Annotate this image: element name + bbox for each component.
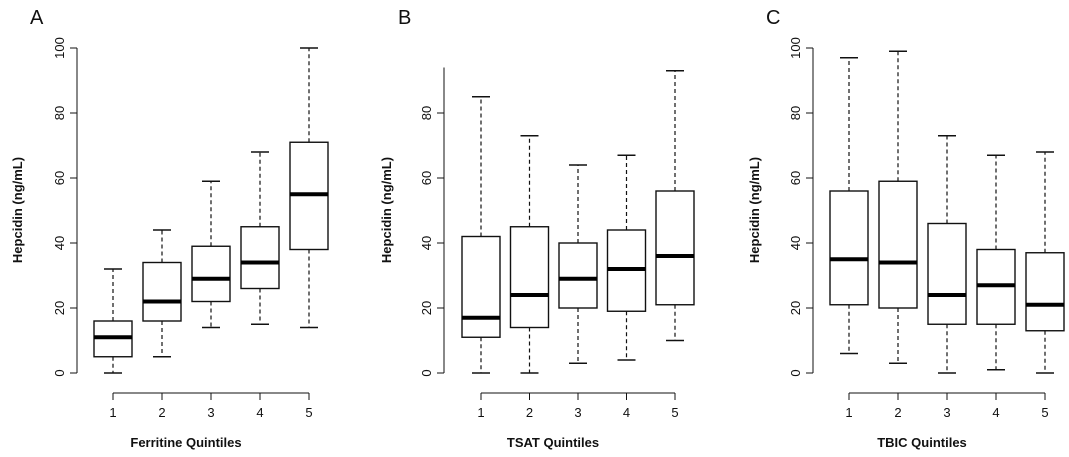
y-axis-title-b: Hepcidin (ng/mL) — [379, 157, 394, 263]
iqr-box — [655, 190, 695, 306]
x-tick-label: 4 — [623, 405, 630, 420]
x-tick-label: 1 — [109, 405, 116, 420]
x-tick-label: 2 — [158, 405, 165, 420]
x-tick-label: 3 — [574, 405, 581, 420]
y-axis-title-a: Hepcidin (ng/mL) — [10, 157, 25, 263]
panel-c: C 0 20 40 60 80 100 1 2 3 4 5 TBIC Quintiles Hepci… — [747, 7, 1065, 450]
panel-letter-b: B — [398, 7, 411, 29]
x-tick-label: 4 — [256, 405, 263, 420]
y-tick-label: 60 — [52, 171, 67, 185]
iqr-box — [142, 261, 182, 322]
x-tick-label: 4 — [992, 405, 999, 420]
y-tick-label: 60 — [788, 171, 803, 185]
y-tick-label: 20 — [52, 301, 67, 315]
iqr-box — [509, 226, 550, 329]
y-tick-label: 80 — [52, 106, 67, 120]
x-tick-label: 5 — [671, 405, 678, 420]
y-tick-label: 100 — [52, 37, 67, 59]
y-tick-label: 0 — [419, 369, 434, 376]
iqr-box — [829, 190, 869, 306]
y-tick-label: 20 — [788, 301, 803, 315]
y-tick-label: 0 — [788, 369, 803, 376]
y-axis-title-c: Hepcidin (ng/mL) — [747, 157, 762, 263]
x-axis-title-c: TBIC Quintiles — [877, 435, 967, 450]
iqr-box — [191, 245, 231, 303]
panel-b: B 0 20 40 60 80 1 2 3 4 5 TSAT Quintiles Hepcidin… — [379, 7, 695, 450]
y-tick-label: 80 — [419, 106, 434, 120]
x-axis-title-b: TSAT Quintiles — [507, 435, 599, 450]
y-tick-label: 80 — [788, 106, 803, 120]
x-tick-label: 2 — [526, 405, 533, 420]
iqr-box — [558, 242, 598, 309]
iqr-box — [240, 226, 280, 290]
panel-letter-a: A — [30, 7, 44, 29]
panel-a-marks: 0 20 40 60 80 100 1 2 3 4 5 — [52, 37, 329, 420]
panel-c-marks: 0 20 40 60 80 100 1 2 3 4 5 — [788, 37, 1065, 420]
y-tick-label: 40 — [788, 236, 803, 250]
x-axis-title-a: Ferritine Quintiles — [130, 435, 241, 450]
x-tick-label: 1 — [477, 405, 484, 420]
iqr-box — [461, 235, 501, 338]
y-tick-label: 60 — [419, 171, 434, 185]
y-tick-label: 100 — [788, 37, 803, 59]
panel-b-marks: 0 20 40 60 80 1 2 3 4 5 — [419, 67, 695, 420]
y-tick-label: 40 — [52, 236, 67, 250]
iqr-box — [1025, 252, 1065, 332]
x-tick-label: 3 — [207, 405, 214, 420]
panel-letter-c: C — [766, 7, 780, 29]
iqr-box — [927, 222, 967, 325]
x-tick-label: 3 — [943, 405, 950, 420]
y-tick-label: 20 — [419, 301, 434, 315]
y-tick-label: 0 — [52, 369, 67, 376]
iqr-box — [878, 180, 918, 309]
x-tick-label: 1 — [845, 405, 852, 420]
x-tick-label: 5 — [305, 405, 312, 420]
x-tick-label: 2 — [894, 405, 901, 420]
x-tick-label: 5 — [1041, 405, 1048, 420]
y-tick-label: 40 — [419, 236, 434, 250]
